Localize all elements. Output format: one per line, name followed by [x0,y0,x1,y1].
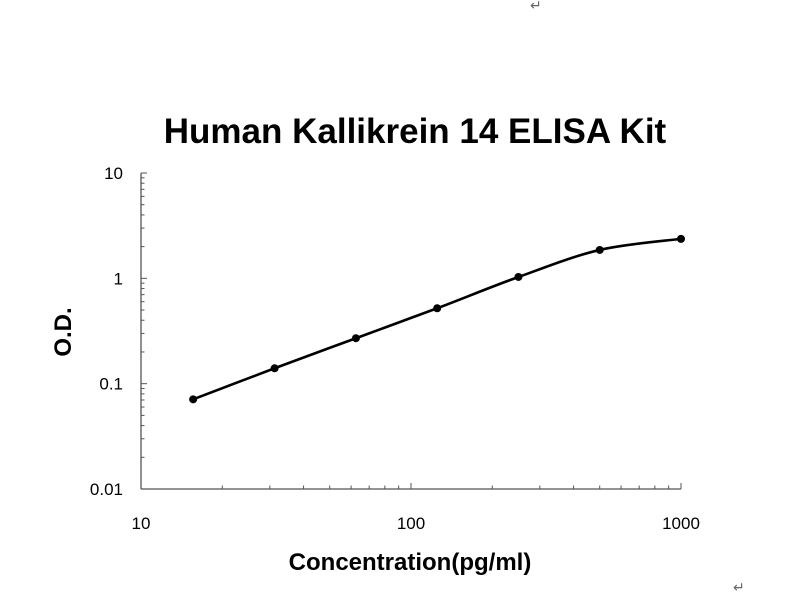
y-tick-label: 1 [114,269,123,288]
data-point [514,272,523,281]
y-tick-label: 0.1 [99,375,123,394]
x-tick-label: 1000 [662,514,700,533]
y-tick-label: 0.01 [90,480,123,499]
data-point [189,395,198,404]
data-point [433,304,442,313]
return-mark-bottom: ↵ [733,580,745,596]
x-tick-label: 100 [397,514,425,533]
x-axis-label: Concentration(pg/ml) [288,549,532,576]
series-line [192,237,682,401]
return-mark-top: ↵ [530,0,542,14]
data-point [351,334,360,343]
chart-title: Human Kallikrein 14 ELISA Kit [163,112,667,151]
data-point [677,234,685,243]
y-tick-label: 10 [104,164,123,183]
x-tick-label: 10 [132,514,151,533]
data-point [270,364,279,373]
data-point [595,245,604,254]
y-axis-label: O.D. [50,307,77,357]
